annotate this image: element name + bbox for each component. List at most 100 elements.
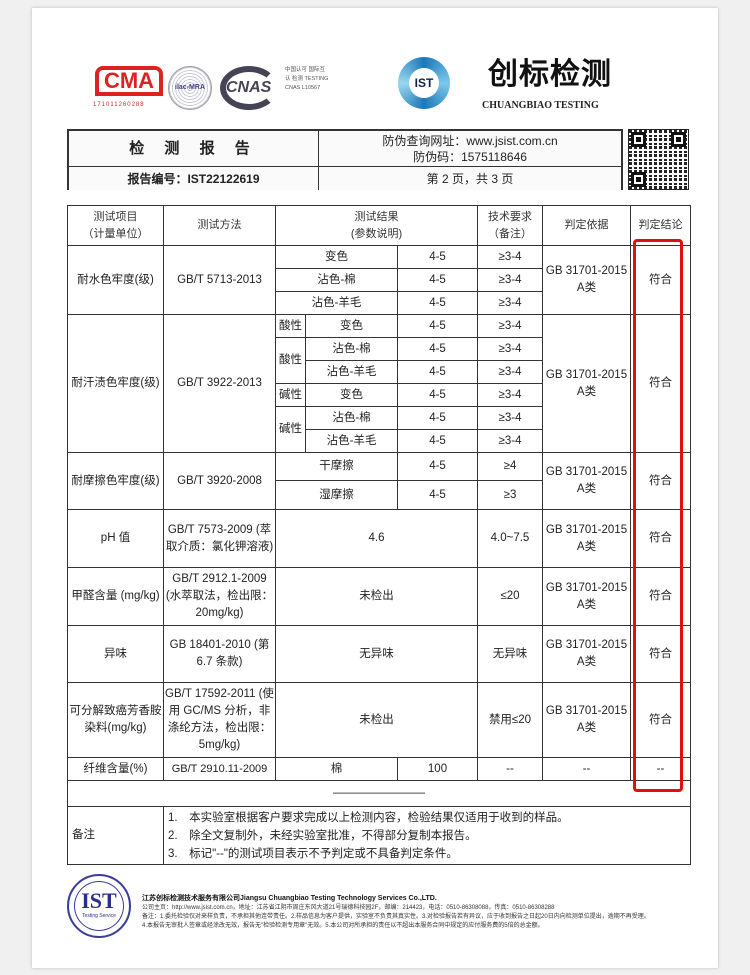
- table-row: 碱性 沾色-棉 4-5 ≥3-4: [68, 406, 691, 453]
- result-label: 干摩擦: [275, 452, 398, 481]
- highlight-box: [633, 239, 683, 792]
- ist-logo: IST: [398, 57, 450, 109]
- result-label: 沾色-棉: [275, 268, 398, 292]
- item: 耐水色牢度(级): [67, 245, 164, 315]
- table-row: 沾色-羊毛 4-5 ≥3-4: [68, 291, 691, 315]
- requirement: 无异味: [477, 625, 543, 683]
- result-label: 沾色-羊毛: [275, 291, 398, 315]
- sweat-type: 碱性: [275, 383, 306, 407]
- requirement: ≥3-4: [477, 429, 543, 453]
- item: 可分解致癌芳香胺染料(mg/kg): [67, 682, 164, 758]
- requirement: 禁用≤20: [477, 682, 543, 758]
- result-value: 100: [397, 757, 478, 781]
- method: GB/T 3922-2013: [163, 314, 276, 453]
- cma-number: 171011260288: [93, 102, 145, 108]
- table-row: 甲醛含量 (mg/kg) GB/T 2912.1-2009 (水萃取法，检出限：…: [67, 567, 691, 626]
- footer-contact: 公司主页：http://www.jsist.com.cn，地址：江苏省江阴市周庄…: [142, 905, 555, 911]
- result-label: 沾色-棉: [305, 337, 398, 361]
- report-header: 检 测 报 告 防伪查询网址：www.jsist.com.cn 防伪码：15751…: [67, 129, 623, 190]
- requirement: ≥3-4: [477, 383, 543, 407]
- result-label: 湿摩擦: [275, 480, 398, 510]
- result-value: 4-5: [397, 480, 478, 510]
- requirement: ≥3-4: [477, 268, 543, 292]
- requirement: ≥3-4: [477, 245, 543, 269]
- method: GB/T 2910.11-2009: [163, 757, 276, 781]
- basis: GB 31701-2015 A类: [542, 314, 631, 453]
- basis: GB 31701-2015 A类: [542, 245, 631, 315]
- requirement: ≥3-4: [477, 314, 543, 338]
- method: GB/T 7573-2009 (萃取介质：氯化钾溶液): [163, 509, 276, 568]
- sweat-type: 碱性: [275, 406, 306, 453]
- result-value: 无异味: [275, 625, 478, 683]
- method: GB 18401-2010 (第 6.7 条款): [163, 625, 276, 683]
- requirement: ≥3-4: [477, 291, 543, 315]
- method: GB/T 5713-2013: [163, 245, 276, 315]
- requirement: ≥4: [477, 452, 543, 481]
- result-label: 棉: [275, 757, 398, 781]
- table-row: 碱性 变色 4-5 ≥3-4: [68, 383, 691, 407]
- method: GB/T 2912.1-2009 (水萃取法，检出限：20mg/kg): [163, 567, 276, 626]
- result-value: 4-5: [397, 291, 478, 315]
- basis: GB 31701-2015 A类: [542, 567, 631, 626]
- result-value: 4-5: [397, 245, 478, 269]
- basis: --: [542, 757, 631, 781]
- end-mark: ————————: [67, 780, 691, 807]
- cma-logo: CMA: [95, 66, 163, 96]
- result-value: 4-5: [397, 314, 478, 338]
- end-row: ————————: [67, 780, 691, 807]
- requirement: 4.0~7.5: [477, 509, 543, 568]
- method: GB/T 17592-2011 (使用 GC/MS 分析，非涤纶方法，检出限：5…: [163, 682, 276, 758]
- table-row: 异味 GB 18401-2010 (第 6.7 条款) 无异味 无异味 GB 3…: [67, 625, 691, 683]
- item: 耐摩擦色牢度(级): [67, 452, 164, 510]
- result-value: 4.6: [275, 509, 478, 568]
- result-label: 变色: [275, 245, 398, 269]
- item: 异味: [67, 625, 164, 683]
- footer-note: 4.本报告无审批人签章或经涂改无效，报告无"检验检测专用章"无效。5.本公司对所…: [142, 923, 544, 929]
- table-row: 耐汗渍色牢度(级) GB/T 3922-2013 酸性 变色 4-5 ≥3-4 …: [67, 314, 691, 453]
- table-row: 可分解致癌芳香胺染料(mg/kg) GB/T 17592-2011 (使用 GC…: [67, 682, 691, 758]
- item: 耐汗渍色牢度(级): [67, 314, 164, 453]
- qr-code[interactable]: [628, 129, 689, 190]
- footer-note: 备注：1.委托检验仅对来样负责，不承担其他连带责任。2.样品信息为客户提供，实验…: [142, 914, 650, 920]
- sweat-type: 酸性: [275, 314, 306, 338]
- result-value: 4-5: [397, 360, 478, 384]
- item: 甲醛含量 (mg/kg): [67, 567, 164, 626]
- requirement: ≥3: [477, 480, 543, 510]
- table-row: 纤维含量(%) GB/T 2910.11-2009 棉 100 -- -- --: [67, 757, 691, 781]
- header-method: 测试方法: [163, 205, 276, 246]
- table-row: 酸性 沾色-棉 4-5 ≥3-4: [68, 337, 691, 384]
- header-requirement: 技术要求 （备注）: [477, 205, 543, 246]
- basis: GB 31701-2015 A类: [542, 682, 631, 758]
- result-label: 变色: [305, 383, 398, 407]
- result-value: 4-5: [397, 337, 478, 361]
- basis: GB 31701-2015 A类: [542, 509, 631, 568]
- seal-subtext: Testing Service: [82, 913, 116, 919]
- result-label: 沾色-棉: [305, 406, 398, 430]
- requirement: --: [477, 757, 543, 781]
- requirement: ≤20: [477, 567, 543, 626]
- test-results-table: 测试项目 （计量单位） 测试方法 测试结果 (参数说明) 技术要求 （备注） 判…: [67, 205, 691, 865]
- item: pH 值: [67, 509, 164, 568]
- method: GB/T 3920-2008: [163, 452, 276, 510]
- verify-url[interactable]: 防伪查询网址：www.jsist.com.cn: [382, 133, 558, 148]
- requirement: ≥3-4: [477, 337, 543, 361]
- header-item: 测试项目 （计量单位）: [67, 205, 164, 246]
- header-result: 测试结果 (参数说明): [275, 205, 478, 246]
- note-item: 1. 本实验室根据客户要求完成以上检测内容，检验结果仅适用于收到的样品。: [168, 811, 569, 824]
- cnas-logo: CNAS: [220, 66, 278, 110]
- result-value: 4-5: [397, 406, 478, 430]
- verify-info: 防伪查询网址：www.jsist.com.cn 防伪码：1575118646: [319, 131, 621, 167]
- note-item: 3. 标记"--"的测试项目表示不予判定或不具备判定条件。: [168, 847, 458, 860]
- report-number: 报告编号：IST22122619: [69, 167, 319, 190]
- table-row: 耐摩擦色牢度(级) GB/T 3920-2008 干摩擦 4-5 ≥4 GB 3…: [67, 452, 691, 510]
- result-label: 沾色-羊毛: [305, 360, 398, 384]
- sweat-type: 酸性: [275, 337, 306, 384]
- table-row: 耐水色牢度(级) GB/T 5713-2013 变色 4-5 ≥3-4 GB 3…: [67, 245, 691, 315]
- result-label: 变色: [305, 314, 398, 338]
- result-value: 未检出: [275, 682, 478, 758]
- cnas-text: 中国认可 国际互认 检测 TESTING CNAS L10567: [285, 67, 329, 91]
- seal-text: IST: [81, 888, 117, 913]
- result-value: 4-5: [397, 268, 478, 292]
- result-value: 4-5: [397, 429, 478, 453]
- table-row: pH 值 GB/T 7573-2009 (萃取介质：氯化钾溶液) 4.6 4.0…: [67, 509, 691, 568]
